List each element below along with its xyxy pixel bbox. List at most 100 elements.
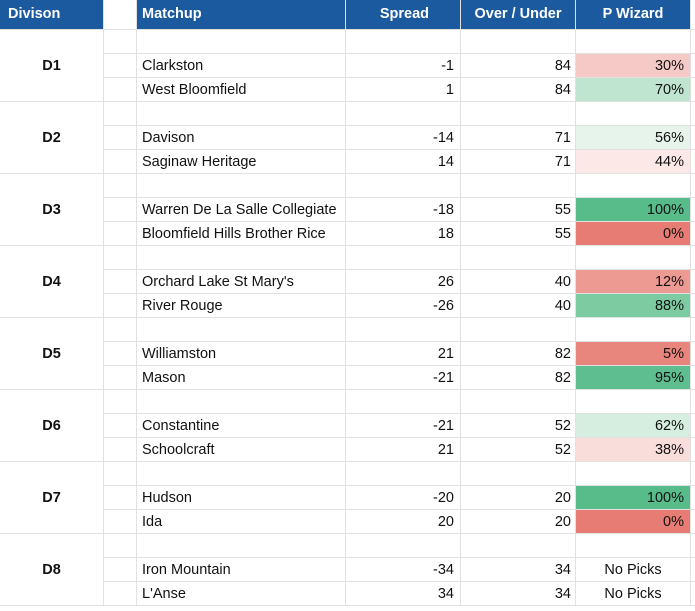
empty-cell[interactable]	[461, 30, 576, 54]
empty-cell[interactable]	[104, 222, 137, 246]
empty-cell[interactable]	[691, 222, 695, 246]
spread-cell[interactable]: 18	[346, 222, 461, 246]
division-label[interactable]: D1	[0, 30, 104, 102]
p-wizard-cell[interactable]: 62%	[576, 414, 691, 438]
empty-cell[interactable]	[691, 126, 695, 150]
p-wizard-cell[interactable]: No Picks	[576, 582, 691, 606]
matchup-cell[interactable]: Saginaw Heritage	[137, 150, 346, 174]
over-under-cell[interactable]: 84	[461, 78, 576, 102]
empty-cell[interactable]	[346, 246, 461, 270]
empty-cell[interactable]	[104, 198, 137, 222]
empty-cell[interactable]	[691, 534, 695, 558]
over-under-cell[interactable]: 20	[461, 486, 576, 510]
empty-cell[interactable]	[104, 294, 137, 318]
over-under-cell[interactable]: 82	[461, 366, 576, 390]
division-label[interactable]: D5	[0, 318, 104, 390]
empty-cell[interactable]	[137, 534, 346, 558]
over-under-cell[interactable]: 34	[461, 558, 576, 582]
p-wizard-cell[interactable]: 44%	[576, 150, 691, 174]
p-wizard-cell[interactable]: 95%	[576, 366, 691, 390]
header-p-wizard[interactable]: P Wizard	[576, 0, 691, 30]
empty-cell[interactable]	[461, 318, 576, 342]
empty-cell[interactable]	[576, 30, 691, 54]
spread-cell[interactable]: 14	[346, 150, 461, 174]
matchup-cell[interactable]: Schoolcraft	[137, 438, 346, 462]
over-under-cell[interactable]: 82	[461, 342, 576, 366]
empty-cell[interactable]	[104, 510, 137, 534]
empty-cell[interactable]	[104, 534, 137, 558]
over-under-cell[interactable]: 55	[461, 222, 576, 246]
matchup-cell[interactable]: Warren De La Salle Collegiate	[137, 198, 346, 222]
matchup-cell[interactable]: Bloomfield Hills Brother Rice	[137, 222, 346, 246]
header-matchup[interactable]: Matchup	[137, 0, 346, 30]
division-label[interactable]: D2	[0, 102, 104, 174]
empty-cell[interactable]	[461, 534, 576, 558]
empty-cell[interactable]	[691, 510, 695, 534]
empty-cell[interactable]	[691, 462, 695, 486]
matchup-cell[interactable]: Ida	[137, 510, 346, 534]
empty-cell[interactable]	[137, 318, 346, 342]
empty-cell[interactable]	[104, 342, 137, 366]
empty-cell[interactable]	[691, 414, 695, 438]
matchup-cell[interactable]: Orchard Lake St Mary's	[137, 270, 346, 294]
empty-cell[interactable]	[137, 246, 346, 270]
empty-cell[interactable]	[576, 246, 691, 270]
empty-cell[interactable]	[104, 414, 137, 438]
matchup-cell[interactable]: Mason	[137, 366, 346, 390]
p-wizard-cell[interactable]: 100%	[576, 486, 691, 510]
spread-cell[interactable]: 1	[346, 78, 461, 102]
empty-cell[interactable]	[346, 102, 461, 126]
over-under-cell[interactable]: 34	[461, 582, 576, 606]
spread-cell[interactable]: 26	[346, 270, 461, 294]
empty-cell[interactable]	[104, 438, 137, 462]
empty-cell[interactable]	[691, 486, 695, 510]
p-wizard-cell[interactable]: 56%	[576, 126, 691, 150]
division-label[interactable]: D7	[0, 462, 104, 534]
spread-cell[interactable]: -26	[346, 294, 461, 318]
p-wizard-cell[interactable]: 12%	[576, 270, 691, 294]
p-wizard-cell[interactable]: 30%	[576, 54, 691, 78]
empty-cell[interactable]	[461, 246, 576, 270]
empty-cell[interactable]	[104, 54, 137, 78]
matchup-cell[interactable]: Williamston	[137, 342, 346, 366]
empty-cell[interactable]	[461, 102, 576, 126]
empty-cell[interactable]	[104, 102, 137, 126]
empty-cell[interactable]	[104, 270, 137, 294]
matchup-cell[interactable]: Constantine	[137, 414, 346, 438]
empty-cell[interactable]	[576, 534, 691, 558]
empty-cell[interactable]	[691, 318, 695, 342]
empty-cell[interactable]	[691, 54, 695, 78]
empty-cell[interactable]	[104, 462, 137, 486]
empty-cell[interactable]	[691, 390, 695, 414]
empty-cell[interactable]	[691, 558, 695, 582]
empty-cell[interactable]	[691, 78, 695, 102]
empty-cell[interactable]	[346, 390, 461, 414]
p-wizard-cell[interactable]: 0%	[576, 222, 691, 246]
header-blank-cell[interactable]	[104, 0, 137, 30]
header-over-under[interactable]: Over / Under	[461, 0, 576, 30]
empty-cell[interactable]	[691, 366, 695, 390]
empty-cell[interactable]	[461, 462, 576, 486]
empty-cell[interactable]	[104, 126, 137, 150]
empty-cell[interactable]	[104, 558, 137, 582]
spread-cell[interactable]: -21	[346, 414, 461, 438]
empty-cell[interactable]	[104, 366, 137, 390]
empty-cell[interactable]	[346, 462, 461, 486]
empty-cell[interactable]	[461, 390, 576, 414]
empty-cell[interactable]	[691, 246, 695, 270]
empty-cell[interactable]	[104, 150, 137, 174]
empty-cell[interactable]	[104, 486, 137, 510]
header-edge-cell[interactable]	[691, 0, 695, 30]
spread-cell[interactable]: -14	[346, 126, 461, 150]
empty-cell[interactable]	[137, 102, 346, 126]
over-under-cell[interactable]: 40	[461, 294, 576, 318]
p-wizard-cell[interactable]: 70%	[576, 78, 691, 102]
division-label[interactable]: D4	[0, 246, 104, 318]
empty-cell[interactable]	[104, 318, 137, 342]
over-under-cell[interactable]: 55	[461, 198, 576, 222]
spread-cell[interactable]: -34	[346, 558, 461, 582]
over-under-cell[interactable]: 71	[461, 150, 576, 174]
empty-cell[interactable]	[691, 150, 695, 174]
empty-cell[interactable]	[691, 294, 695, 318]
empty-cell[interactable]	[104, 78, 137, 102]
